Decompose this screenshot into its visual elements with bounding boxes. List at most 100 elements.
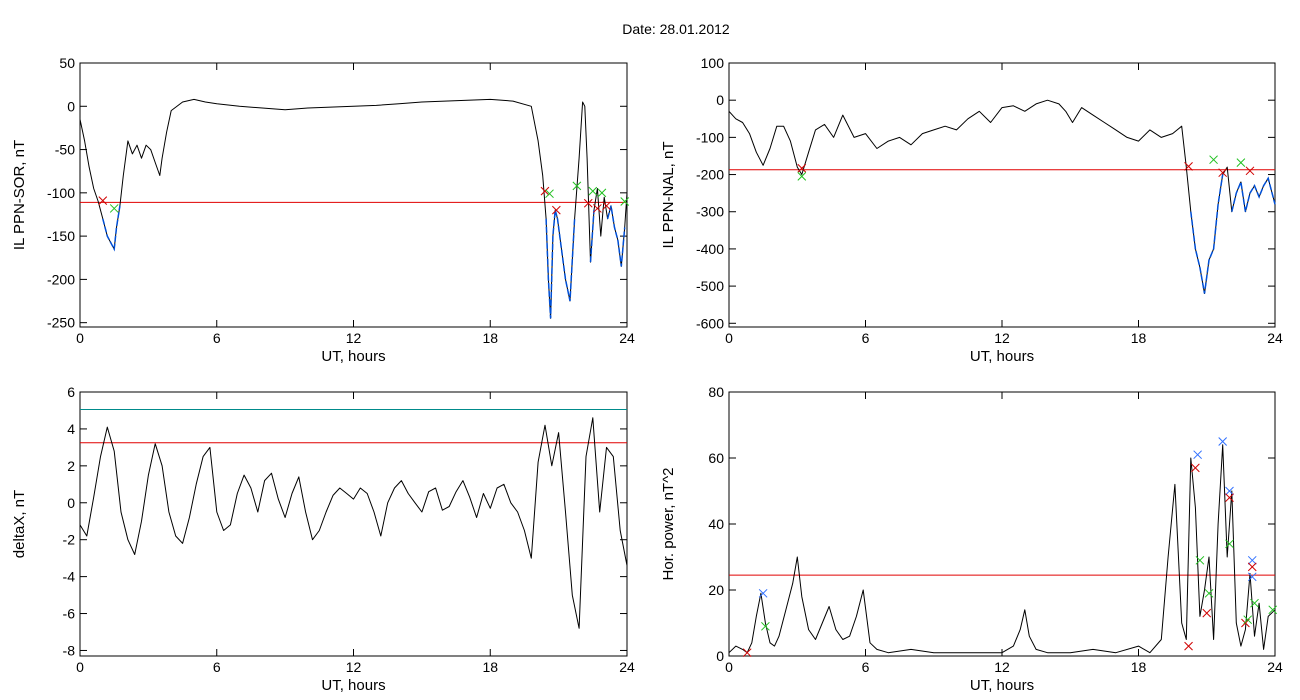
x-tick-label: 6 [213, 330, 221, 346]
x-axis-label: UT, hours [970, 677, 1034, 694]
figure-title: Date: 28.01.2012 [622, 21, 730, 37]
x-marker [1268, 605, 1278, 615]
y-tick-label: 4 [67, 421, 75, 437]
y-tick-label: -8 [63, 642, 76, 658]
x-marker [797, 172, 807, 181]
below-threshold-segment [1190, 174, 1224, 294]
x-tick-label: 6 [862, 659, 870, 675]
y-axis-label: IL PPN-SOR, nT [11, 140, 28, 250]
y-tick-label: -300 [696, 204, 724, 220]
x-marker-stroke [1184, 641, 1193, 651]
x-tick-label: 0 [725, 330, 733, 346]
below-threshold-segment [606, 205, 626, 267]
x-marker-stroke [545, 189, 554, 199]
x-marker-stroke [761, 621, 770, 631]
x-marker [1193, 450, 1203, 460]
y-tick-label: -400 [696, 241, 724, 257]
x-marker-stroke [1202, 608, 1212, 618]
x-marker [742, 648, 752, 658]
x-marker-stroke [1247, 572, 1257, 582]
y-tick-label: -100 [47, 185, 75, 201]
y-tick-label: 100 [701, 55, 725, 71]
y-tick-label: -2 [63, 532, 76, 548]
x-tick-label: 6 [213, 659, 221, 675]
panel-ppn-nal: 0 6 12 18 24 -600 -500 -400 -300 -200 -100 0 100 UT, … [660, 55, 1283, 365]
x-marker [545, 189, 554, 199]
x-marker [1218, 168, 1228, 178]
x-marker [1250, 598, 1259, 608]
x-marker [1243, 615, 1253, 625]
x-marker [797, 163, 807, 173]
plot-frame [79, 62, 628, 328]
x-tick-label: 12 [994, 330, 1010, 346]
x-marker [1225, 493, 1234, 502]
x-marker-stroke [572, 181, 582, 191]
x-tick-label: 24 [1267, 330, 1283, 346]
x-marker [588, 186, 598, 196]
x-marker [1225, 486, 1234, 496]
x-marker-stroke [1218, 437, 1228, 446]
x-marker-stroke [797, 172, 807, 181]
x-tick-label: 12 [346, 659, 362, 675]
x-tick-label: 18 [1131, 659, 1147, 675]
x-marker [620, 197, 630, 206]
x-marker [602, 201, 611, 211]
x-marker-stroke [1204, 588, 1214, 598]
y-tick-label: 50 [59, 55, 75, 71]
x-marker-stroke [1236, 158, 1246, 168]
x-marker [1247, 555, 1257, 565]
x-marker [1209, 155, 1218, 165]
x-marker [1245, 166, 1255, 176]
y-tick-label: 20 [708, 582, 724, 598]
y-tick-label: -250 [47, 315, 75, 331]
y-tick-label: 60 [708, 450, 724, 466]
y-axis-label: Hor. power, nT^2 [660, 468, 677, 581]
x-marker [1225, 539, 1234, 549]
x-axis-label: UT, hours [321, 677, 385, 694]
series-line [79, 417, 628, 629]
x-marker [1184, 162, 1193, 171]
y-tick-label: -6 [63, 606, 76, 622]
x-tick-label: 0 [76, 330, 84, 346]
x-marker-stroke [1268, 605, 1278, 615]
x-marker-stroke [1225, 539, 1234, 549]
x-marker-stroke [1209, 155, 1218, 165]
x-marker-stroke [1247, 562, 1257, 572]
plot-frame [728, 391, 1276, 657]
x-marker-stroke [540, 186, 550, 196]
x-tick-label: 24 [619, 659, 635, 675]
x-marker [109, 204, 119, 213]
x-tick-label: 12 [346, 330, 362, 346]
panel-hor-power: 0 6 12 18 24 0 20 40 60 80 UT, hours Hor. power, nT… [660, 384, 1283, 694]
y-tick-label: 0 [67, 98, 75, 114]
x-tick-label: 18 [1131, 330, 1147, 346]
y-tick-label: -50 [55, 142, 75, 158]
x-tick-label: 18 [482, 659, 498, 675]
x-marker [98, 196, 108, 205]
x-tick-label: 0 [76, 659, 84, 675]
below-threshold-segment [102, 205, 121, 252]
x-axis-label: UT, hours [321, 348, 385, 365]
x-marker [758, 588, 768, 598]
y-tick-label: 40 [708, 516, 724, 532]
y-axis-label: IL PPN-NAL, nT [660, 142, 677, 249]
x-marker [1195, 555, 1205, 565]
x-marker [1247, 572, 1257, 582]
plot-frame [728, 62, 1276, 328]
y-tick-label: 6 [67, 384, 75, 400]
y-tick-label: 0 [716, 648, 724, 664]
plot-frame [79, 391, 628, 657]
x-marker [583, 198, 593, 208]
y-axis-label: deltaX, nT [11, 490, 28, 558]
x-marker [551, 205, 561, 215]
y-tick-label: 0 [67, 495, 75, 511]
y-tick-label: 80 [708, 384, 724, 400]
x-marker-stroke [1250, 598, 1259, 608]
x-marker [1218, 437, 1228, 446]
x-marker [1202, 608, 1212, 618]
x-marker [597, 188, 607, 198]
below-threshold-segment [545, 209, 576, 319]
y-tick-label: -600 [696, 315, 724, 331]
